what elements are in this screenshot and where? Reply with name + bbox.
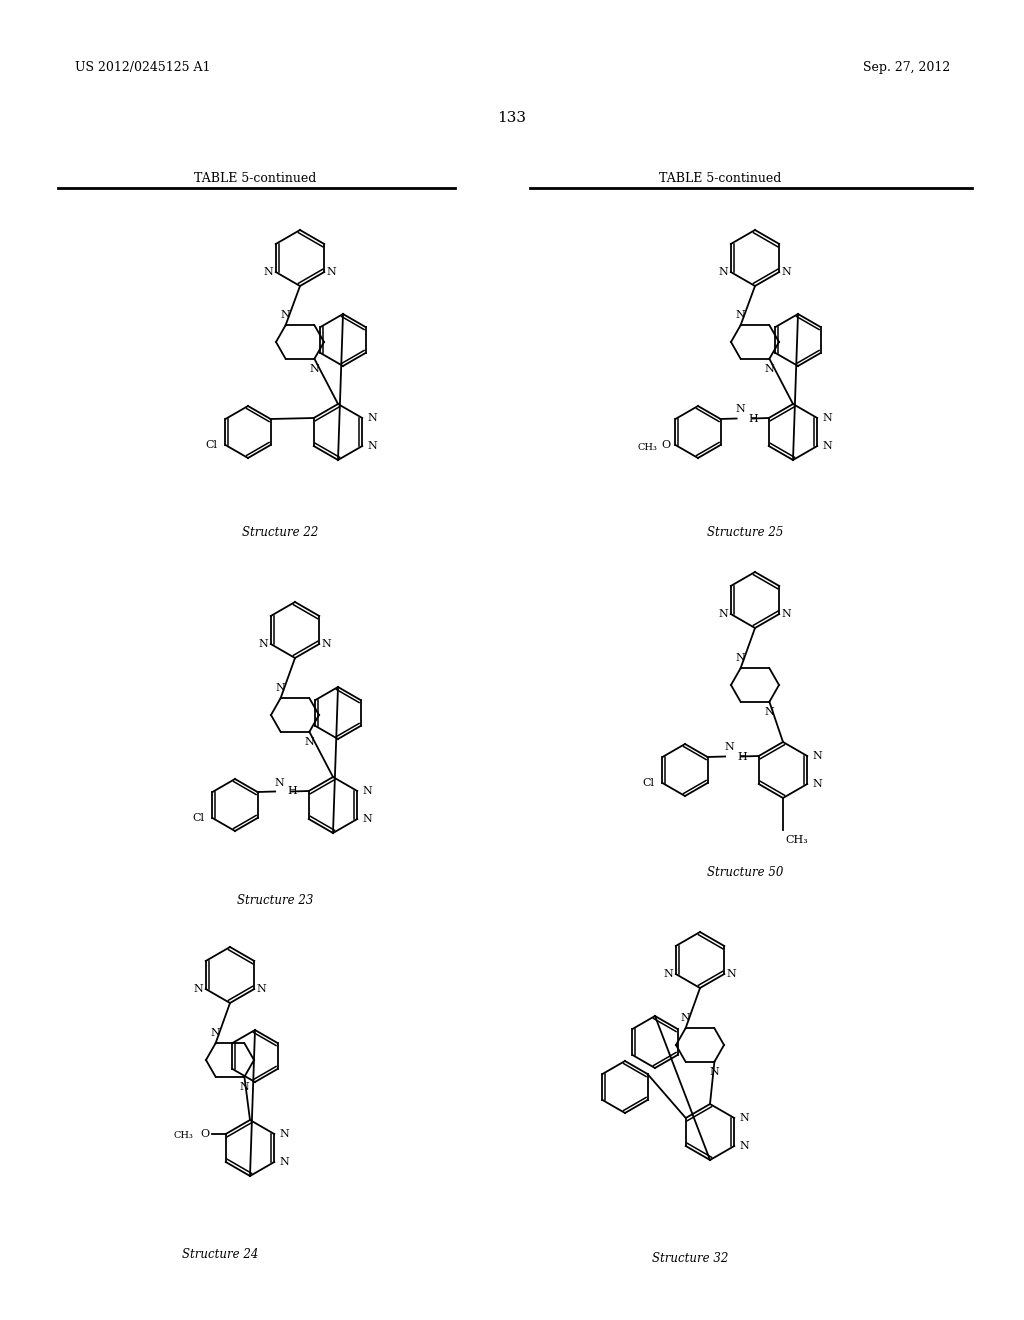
Text: N: N: [322, 639, 331, 649]
Text: N: N: [765, 706, 774, 717]
Text: N: N: [724, 742, 734, 752]
Text: N: N: [812, 751, 822, 762]
Text: N: N: [263, 267, 272, 277]
Text: Cl: Cl: [193, 813, 205, 822]
Text: N: N: [735, 653, 745, 663]
Text: N: N: [240, 1082, 249, 1092]
Text: Structure 23: Structure 23: [237, 894, 313, 907]
Text: TABLE 5-continued: TABLE 5-continued: [194, 172, 316, 185]
Text: N: N: [281, 310, 291, 321]
Text: N: N: [309, 364, 319, 374]
Text: N: N: [274, 777, 284, 788]
Text: N: N: [275, 684, 286, 693]
Text: N: N: [304, 737, 314, 747]
Text: N: N: [726, 969, 736, 979]
Text: N: N: [368, 413, 377, 422]
Text: N: N: [718, 267, 728, 277]
Text: US 2012/0245125 A1: US 2012/0245125 A1: [75, 62, 211, 74]
Text: O: O: [201, 1129, 210, 1139]
Text: N: N: [781, 267, 791, 277]
Text: N: N: [718, 609, 728, 619]
Text: N: N: [362, 785, 372, 796]
Text: CH₃: CH₃: [174, 1130, 194, 1139]
Text: 133: 133: [498, 111, 526, 125]
Text: N: N: [765, 364, 774, 374]
Text: N: N: [663, 969, 673, 979]
Text: N: N: [781, 609, 791, 619]
Text: N: N: [211, 1028, 220, 1039]
Text: Sep. 27, 2012: Sep. 27, 2012: [863, 62, 950, 74]
Text: N: N: [812, 779, 822, 789]
Text: H: H: [287, 787, 297, 796]
Text: O: O: [662, 440, 671, 450]
Text: N: N: [280, 1129, 289, 1139]
Text: N: N: [681, 1014, 690, 1023]
Text: CH₃: CH₃: [785, 836, 808, 845]
Text: N: N: [327, 267, 336, 277]
Text: N: N: [822, 441, 831, 451]
Text: N: N: [736, 404, 745, 414]
Text: N: N: [739, 1140, 749, 1151]
Text: Structure 50: Structure 50: [707, 866, 783, 879]
Text: Structure 32: Structure 32: [652, 1251, 728, 1265]
Text: N: N: [256, 983, 266, 994]
Text: N: N: [822, 413, 831, 422]
Text: H: H: [737, 751, 746, 762]
Text: N: N: [710, 1067, 719, 1077]
Text: TABLE 5-continued: TABLE 5-continued: [658, 172, 781, 185]
Text: Structure 22: Structure 22: [242, 525, 318, 539]
Text: N: N: [735, 310, 745, 321]
Text: N: N: [368, 441, 377, 451]
Text: Cl: Cl: [642, 777, 654, 788]
Text: CH₃: CH₃: [638, 442, 657, 451]
Text: N: N: [362, 814, 372, 824]
Text: H: H: [749, 413, 759, 424]
Text: N: N: [280, 1158, 289, 1167]
Text: N: N: [739, 1113, 749, 1123]
Text: Structure 24: Structure 24: [182, 1249, 258, 1262]
Text: N: N: [258, 639, 267, 649]
Text: Cl: Cl: [206, 440, 217, 450]
Text: N: N: [193, 983, 203, 994]
Text: Structure 25: Structure 25: [707, 525, 783, 539]
